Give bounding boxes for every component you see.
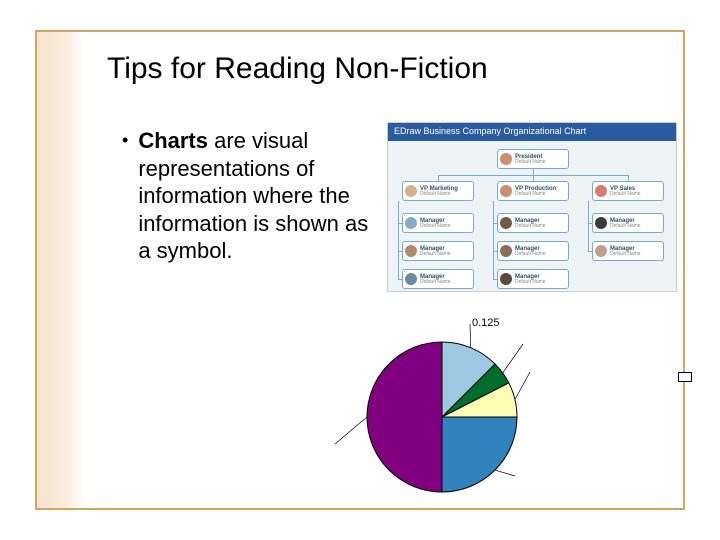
org-node-mgr-2b: ManagerDefault Name: [497, 241, 569, 261]
org-node-text: PresidentDefault Name: [515, 154, 546, 165]
avatar-icon: [405, 245, 417, 257]
org-node-vp-production: VP ProductionDefault Name: [497, 181, 569, 201]
avatar-icon: [405, 217, 417, 229]
avatar-icon: [500, 217, 512, 229]
avatar-icon: [500, 273, 512, 285]
avatar-icon: [595, 217, 607, 229]
org-node-text: ManagerDefault Name: [420, 274, 451, 285]
org-node-mgr-3b: ManagerDefault Name: [592, 241, 664, 261]
org-node-vp-sales: VP SalesDefault Name: [592, 181, 664, 201]
org-node-mgr-2c: ManagerDefault Name: [497, 269, 569, 289]
avatar-icon: [405, 273, 417, 285]
org-chart-figure: EDraw Business Company Organizational Ch…: [387, 122, 677, 292]
avatar-icon: [500, 245, 512, 257]
org-node-text: ManagerDefault Name: [515, 274, 546, 285]
left-accent-bar: [37, 32, 85, 508]
org-node-mgr-1c: ManagerDefault Name: [402, 269, 474, 289]
avatar-icon: [595, 185, 607, 197]
pie-legend: [678, 372, 692, 382]
slide-title: Tips for Reading Non-Fiction: [107, 52, 488, 86]
org-node-vp-marketing: VP MarketingDefault Name: [402, 181, 474, 201]
bullet-text: Charts are visual representations of inf…: [138, 127, 377, 265]
org-node-text: ManagerDefault Name: [420, 246, 451, 257]
org-connector-line: [493, 201, 494, 279]
org-node-text: ManagerDefault Name: [515, 246, 546, 257]
org-connector-line: [398, 201, 399, 279]
avatar-icon: [500, 153, 512, 165]
org-node-text: ManagerDefault Name: [420, 218, 451, 229]
org-node-mgr-1a: ManagerDefault Name: [402, 213, 474, 233]
org-node-text: VP ProductionDefault Name: [515, 186, 556, 197]
org-connector-line: [588, 201, 589, 251]
pie-chart-svg: [357, 327, 537, 507]
org-node-mgr-1b: ManagerDefault Name: [402, 241, 474, 261]
org-node-text: ManagerDefault Name: [610, 218, 641, 229]
org-node-mgr-3a: ManagerDefault Name: [592, 213, 664, 233]
avatar-icon: [500, 185, 512, 197]
bullet-item: • Charts are visual representations of i…: [122, 127, 377, 265]
org-node-text: ManagerDefault Name: [515, 218, 546, 229]
pie-value-label: 0.125: [472, 317, 500, 329]
avatar-icon: [595, 245, 607, 257]
pie-slice-mushrooms: [367, 342, 442, 492]
org-chart-body: PresidentDefault Name VP MarketingDefault…: [388, 141, 676, 291]
pie-chart-figure: 0.125: [307, 317, 697, 527]
bullet-block: • Charts are visual representations of i…: [122, 127, 377, 265]
org-chart-header: EDraw Business Company Organizational Ch…: [388, 123, 676, 141]
org-node-president: PresidentDefault Name: [497, 149, 569, 169]
bullet-lead: Charts: [138, 128, 208, 153]
org-node-text: ManagerDefault Name: [610, 246, 641, 257]
org-node-text: VP MarketingDefault Name: [420, 186, 458, 197]
slide-frame: Tips for Reading Non-Fiction • Charts ar…: [35, 30, 685, 510]
pie-slice-tomato-sauce: [442, 417, 517, 492]
org-node-mgr-2a: ManagerDefault Name: [497, 213, 569, 233]
org-node-text: VP SalesDefault Name: [610, 186, 641, 197]
bullet-dot-icon: •: [122, 127, 128, 265]
avatar-icon: [405, 185, 417, 197]
